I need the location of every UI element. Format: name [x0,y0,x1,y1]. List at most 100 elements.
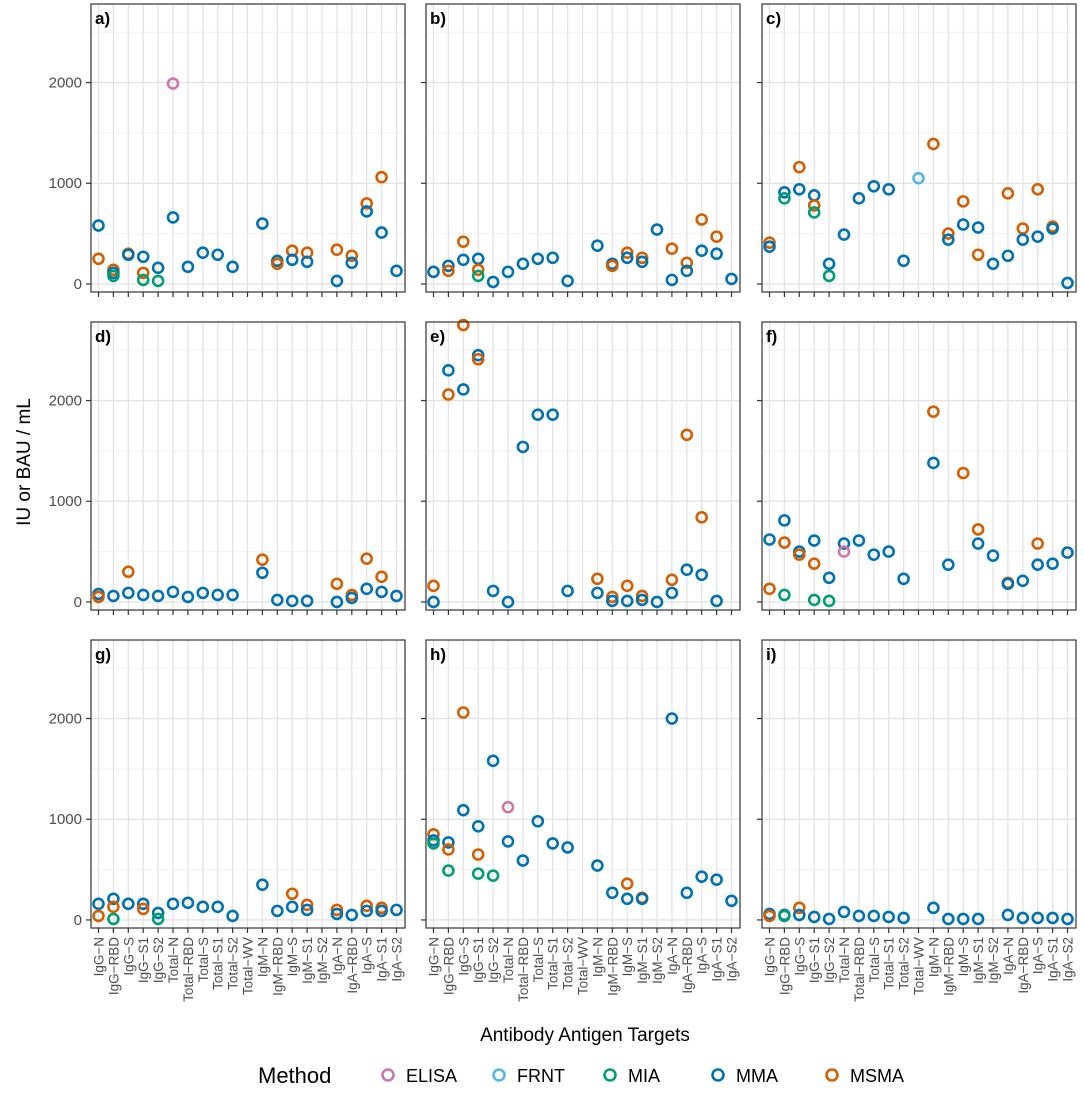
data-point-mma [226,909,239,923]
data-point-msma [256,553,269,566]
data-point-mma [591,586,604,600]
data-point-mia [151,912,165,926]
data-point-msma [927,137,940,151]
data-point-mma [635,892,649,906]
data-point-msma [330,577,344,591]
x-tick-label: IgM−S [620,937,635,976]
x-tick-label: IgG−N [427,937,442,976]
data-point-mma [501,835,515,848]
data-point-mma [650,223,664,236]
data-point-mma [471,819,485,833]
data-point-msma [620,579,634,593]
panel-e: e) [421,318,741,615]
data-point-mma [330,274,344,288]
data-point-mma [680,886,694,900]
x-tick-label: IgG−RBD [441,937,456,995]
y-tick-label: 1000 [49,811,82,828]
data-point-msma [330,243,344,257]
data-point-mia [778,909,791,923]
data-point-msma [807,557,821,570]
data-point-mma [270,593,284,607]
legend-key-mia [603,1068,617,1082]
data-point-mma [442,836,455,849]
data-point-elisa [501,800,515,814]
data-point-mma [531,252,545,266]
data-point-mia [151,274,165,288]
data-point-mia [107,912,120,926]
data-point-mma [695,870,709,883]
y-tick-label: 1000 [49,175,82,192]
data-point-msma [927,405,940,418]
data-point-mma [166,897,180,911]
data-point-mma [695,244,709,258]
data-point-msma [763,909,776,923]
x-tick-label: IgA−N [330,937,345,975]
x-tick-label: Total−S1 [882,937,897,990]
data-point-mia [486,869,500,882]
data-point-mma [710,873,723,886]
panel-label: g) [95,645,111,664]
panel-a: a) 0 1000 2000 [49,3,406,297]
data-point-mma [390,903,403,917]
y-tick-label: 0 [74,594,82,611]
data-point-mma [591,239,604,252]
x-tick-label: IgG−S2 [822,937,837,983]
data-point-mma [1001,249,1015,263]
data-point-mma [345,256,359,270]
data-point-msma [807,199,821,212]
data-point-mma [763,240,776,253]
data-point-mma [122,248,135,262]
data-point-msma [345,249,359,263]
data-point-mma [1031,911,1044,925]
x-tick-label: IgA−RBD [345,937,360,994]
x-tick-label: IgM−N [926,937,941,977]
data-point-mma [546,251,560,265]
x-tick-label: Total−S [867,937,882,982]
data-point-mma [591,859,604,872]
data-point-msma [92,909,105,923]
data-point-mma [442,364,455,377]
data-point-msma [471,848,485,861]
panel-h: h)IgG−N IgG−RBD IgG−S IgG−S1 IgG−S2 Total−N To… [421,639,741,1002]
data-point-mma [270,904,284,918]
x-tick-label: IgA−N [1001,937,1016,975]
data-point-mma [456,383,470,396]
data-point-mma [375,585,388,599]
data-point-mma [1016,911,1030,925]
data-point-mma [1046,222,1059,235]
panel-label: b) [430,9,446,28]
data-point-mma [166,585,180,599]
data-point-mma [837,228,851,241]
data-point-mma [725,272,738,286]
data-point-mma [92,897,105,911]
data-point-mma [181,260,195,274]
data-point-mma [927,456,940,470]
panel-label: i) [766,645,776,664]
data-point-mma [635,255,649,269]
data-point-mma [822,912,836,926]
x-tick-label: IgG−N [763,937,778,976]
x-tick-label: IgM−RBD [270,937,285,996]
data-point-msma [136,902,150,916]
data-point-mma [665,586,679,600]
data-point-mma [986,257,1000,271]
data-point-mma [725,894,738,908]
data-point-mma [971,221,985,234]
data-point-mma [211,900,224,914]
data-point-mma [196,246,210,260]
x-tick-label: IgG−S2 [486,937,501,983]
x-tick-label: IgG−S1 [471,937,486,983]
panel-i: i)IgG−N IgG−RBD IgG−S IgG−S1 IgG−S2 Total−N To… [757,639,1077,1002]
legend-label: MMA [736,1066,778,1086]
data-point-mma [695,568,709,582]
panel-label: c) [766,9,781,28]
x-tick-label: IgA−N [665,937,680,975]
data-point-mma [196,586,210,600]
x-tick-label: Total−S1 [546,937,561,990]
legend-key-msma [825,1068,839,1082]
data-point-mia [136,273,150,287]
data-point-mma [486,275,500,289]
data-point-mma [710,247,723,261]
x-tick-label: IgA−S [1031,937,1046,974]
data-point-mia [107,269,120,283]
